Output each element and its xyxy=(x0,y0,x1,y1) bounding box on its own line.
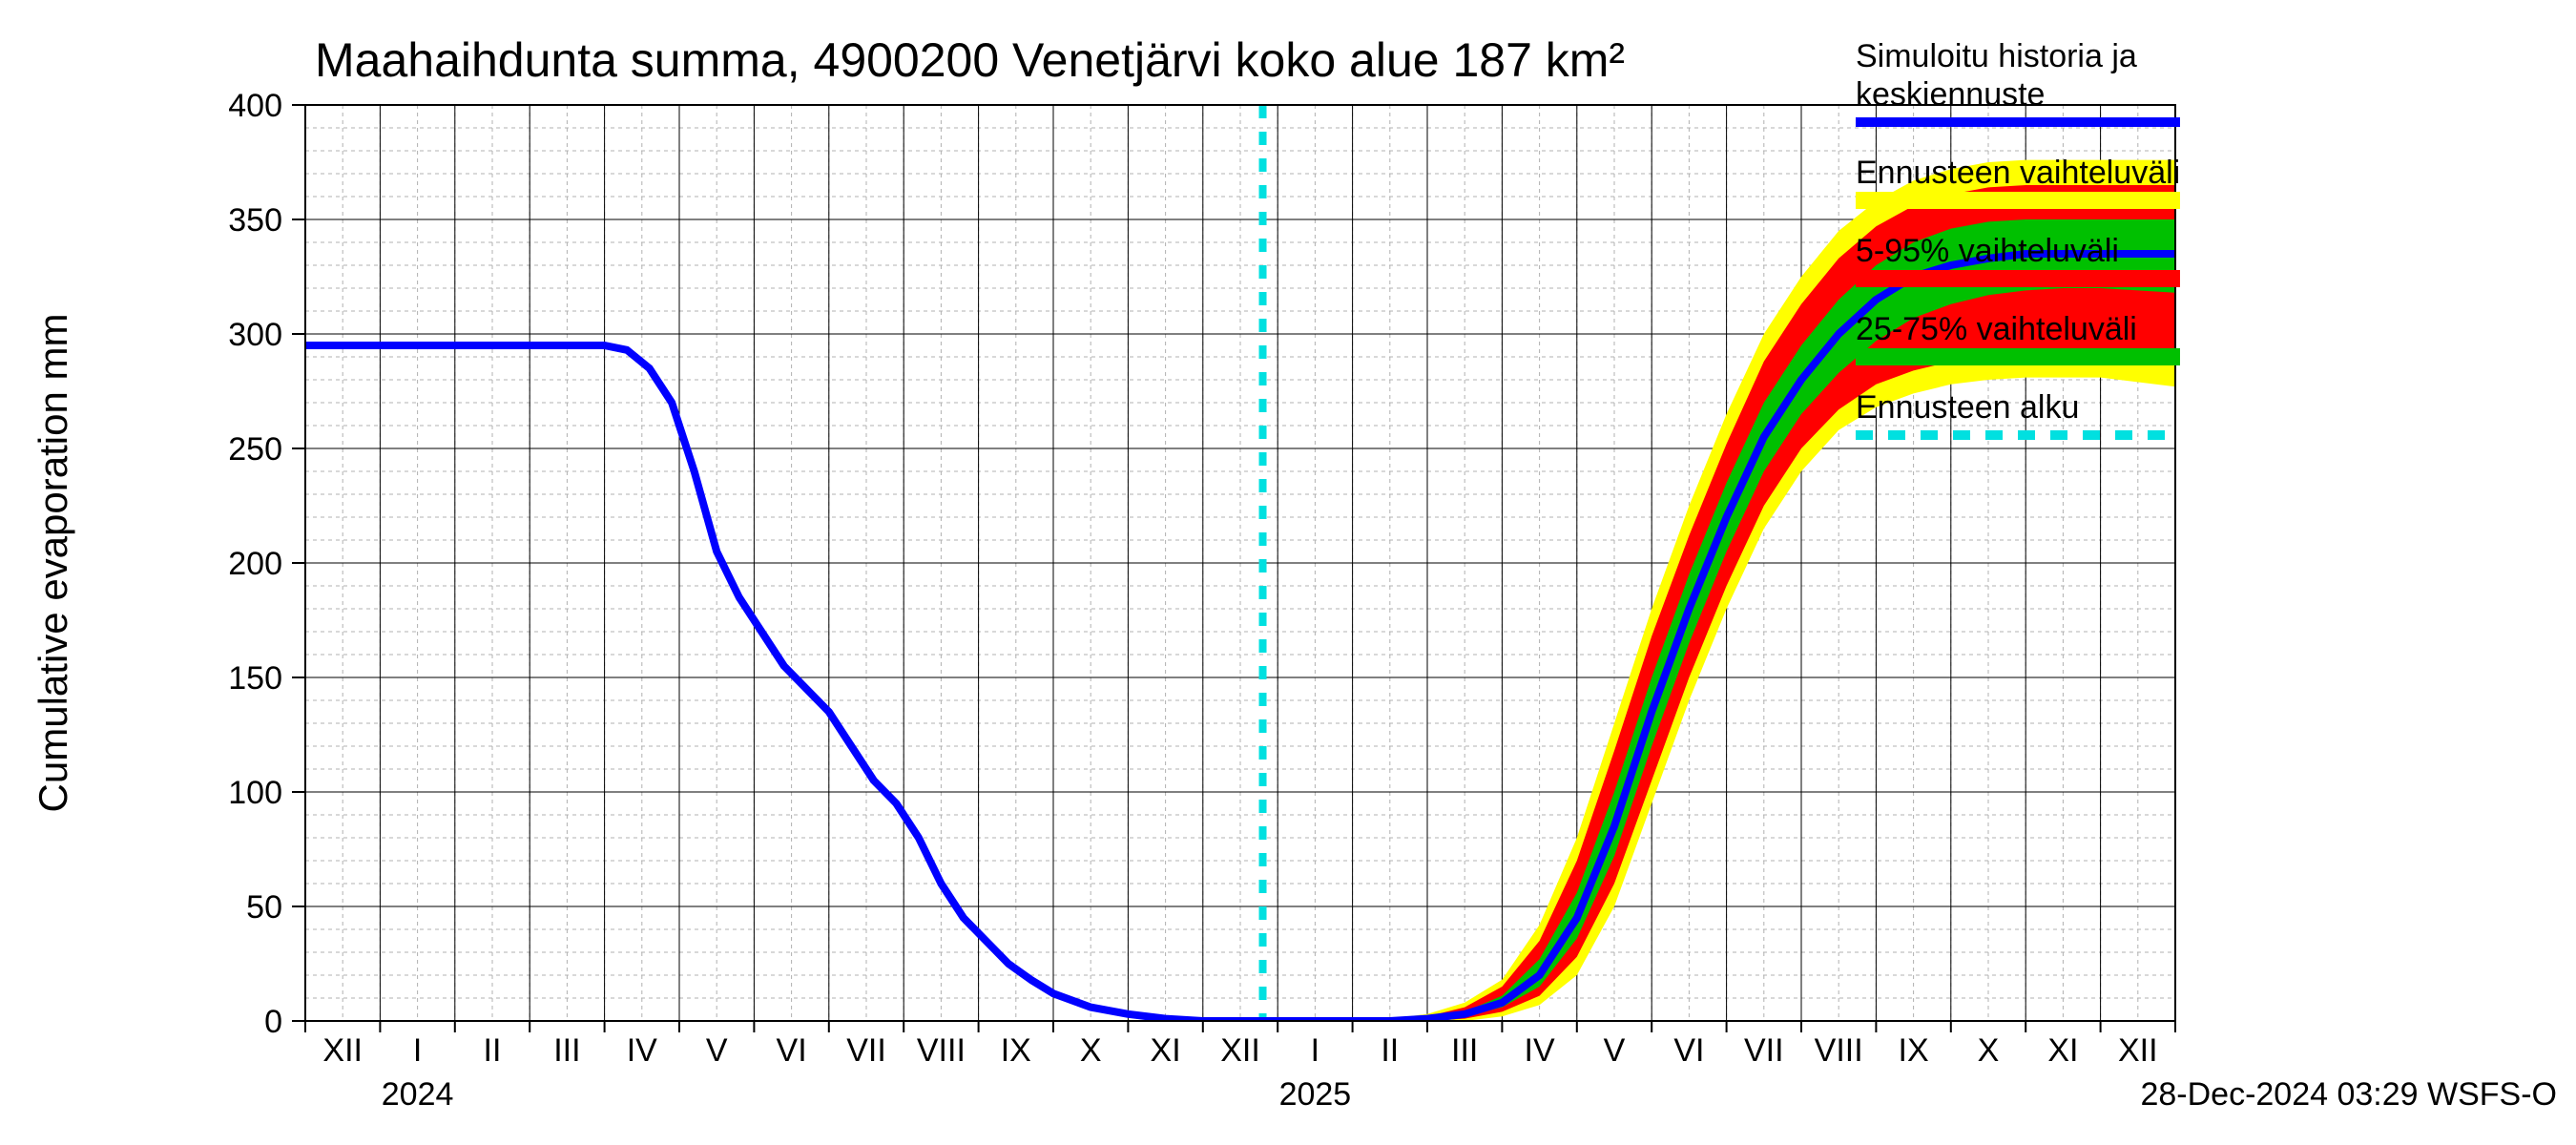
ytick-label: 350 xyxy=(228,202,282,239)
xtick-label: II xyxy=(484,1032,502,1069)
chart-svg: 050100150200250300350400XIIIIIIIIIVVVIVI… xyxy=(0,0,2576,1145)
ytick-label: 150 xyxy=(228,660,282,697)
xtick-label: VIII xyxy=(917,1032,966,1069)
xtick-label: I xyxy=(413,1032,422,1069)
ytick-label: 0 xyxy=(264,1004,282,1040)
chart-footer: 28-Dec-2024 03:29 WSFS-O xyxy=(2140,1076,2557,1113)
xtick-label: IX xyxy=(1899,1032,1929,1069)
ytick-label: 50 xyxy=(246,889,282,926)
xtick-label: XI xyxy=(2047,1032,2078,1069)
chart-title: Maahaihdunta summa, 4900200 Venetjärvi k… xyxy=(315,33,1625,87)
xtick-label: IX xyxy=(1001,1032,1031,1069)
legend-label: Ennusteen vaihteluväli xyxy=(1856,155,2180,191)
xtick-label: V xyxy=(706,1032,728,1069)
xtick-label: VII xyxy=(1744,1032,1784,1069)
xtick-label: X xyxy=(1080,1032,1102,1069)
ytick-label: 100 xyxy=(228,775,282,811)
xtick-label: III xyxy=(553,1032,580,1069)
xtick-label: XII xyxy=(322,1032,363,1069)
legend-label: Ennusteen alku xyxy=(1856,389,2079,426)
xtick-label: VI xyxy=(1673,1032,1704,1069)
legend-label: 5-95% vaihteluväli xyxy=(1856,233,2119,269)
ytick-label: 250 xyxy=(228,431,282,468)
legend-label: Simuloitu historia ja xyxy=(1856,38,2137,74)
xtick-label: II xyxy=(1381,1032,1399,1069)
xtick-label: V xyxy=(1604,1032,1626,1069)
xtick-label: VI xyxy=(777,1032,807,1069)
ytick-label: 200 xyxy=(228,546,282,582)
xtick-label: XI xyxy=(1151,1032,1181,1069)
xtick-label: III xyxy=(1451,1032,1478,1069)
y-axis-label: Cumulative evaporation mm xyxy=(31,314,75,813)
legend-swatch xyxy=(1856,348,2180,365)
xtick-label: XII xyxy=(1220,1032,1260,1069)
xtick-label: I xyxy=(1311,1032,1319,1069)
xtick-label: X xyxy=(1978,1032,2000,1069)
xtick-label: VII xyxy=(846,1032,886,1069)
xtick-label: XII xyxy=(2118,1032,2158,1069)
year-label: 2024 xyxy=(382,1076,454,1113)
legend-label: keskiennuste xyxy=(1856,76,2045,113)
chart-bg xyxy=(0,0,2576,1145)
legend-swatch xyxy=(1856,270,2180,287)
xtick-label: VIII xyxy=(1815,1032,1863,1069)
ytick-label: 400 xyxy=(228,88,282,124)
year-label: 2025 xyxy=(1279,1076,1352,1113)
chart-container: 050100150200250300350400XIIIIIIIIIVVVIVI… xyxy=(0,0,2576,1145)
legend-label: 25-75% vaihteluväli xyxy=(1856,311,2137,347)
xtick-label: IV xyxy=(627,1032,657,1069)
ytick-label: 300 xyxy=(228,317,282,353)
xtick-label: IV xyxy=(1525,1032,1555,1069)
legend-swatch xyxy=(1856,192,2180,209)
